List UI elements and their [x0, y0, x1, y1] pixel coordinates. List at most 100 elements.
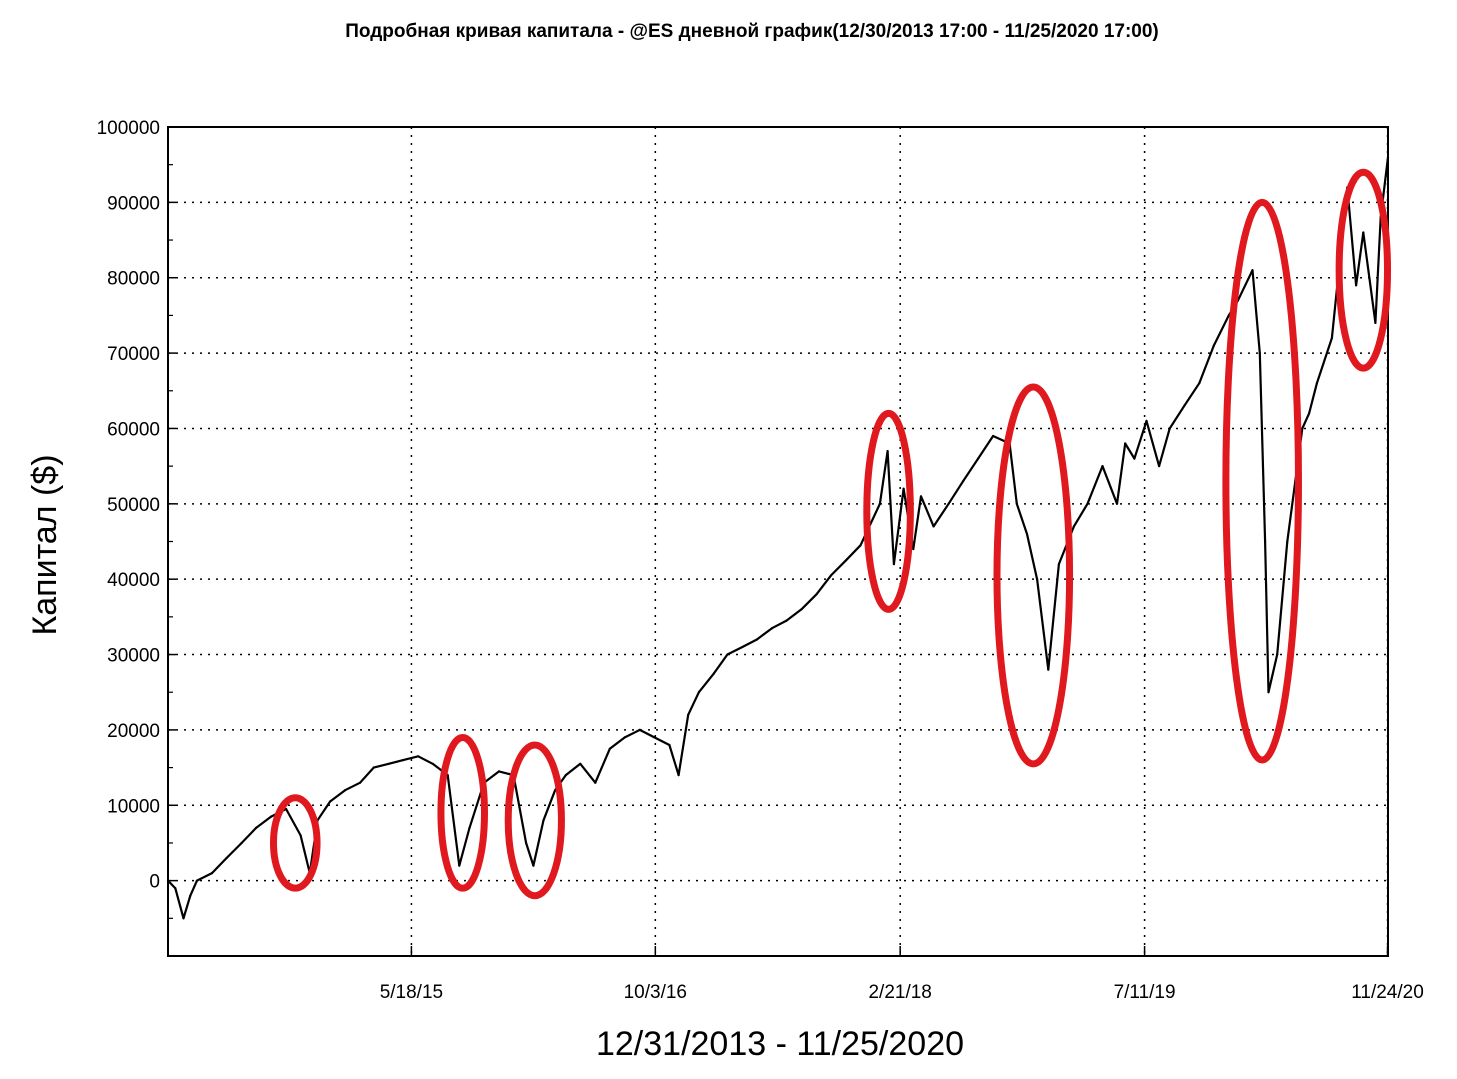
- equity-point: [992, 434, 995, 438]
- y-tick-label: 70000: [107, 344, 160, 365]
- equity-point: [1267, 691, 1270, 694]
- equity-point: [1072, 525, 1075, 528]
- x-tick-label: 10/3/16: [624, 982, 687, 1003]
- equity-point: [1183, 404, 1186, 407]
- equity-point: [1374, 321, 1377, 324]
- equity-point: [815, 593, 818, 596]
- equity-point: [1198, 382, 1201, 385]
- equity-point: [1258, 352, 1261, 355]
- equity-point: [372, 766, 375, 769]
- equity-point: [1158, 465, 1161, 468]
- equity-point: [892, 563, 896, 566]
- equity-point: [932, 525, 935, 528]
- equity-point: [712, 672, 716, 675]
- y-tick-label: 80000: [107, 269, 160, 290]
- drawdown-highlight-ellipse: [504, 741, 565, 900]
- equity-point: [1227, 314, 1230, 317]
- y-tick-label: 60000: [107, 419, 160, 440]
- x-tick-label: 2/21/18: [868, 982, 931, 1003]
- drawdown-highlight-ellipse: [437, 733, 488, 892]
- equity-point: [919, 495, 923, 498]
- equity-point: [1264, 540, 1267, 543]
- chart-title: Подробная кривая капитала - @ES дневной …: [345, 21, 1159, 42]
- equity-point: [166, 879, 170, 882]
- equity-point: [1301, 427, 1304, 430]
- equity-point: [195, 879, 199, 882]
- equity-point: [653, 736, 656, 739]
- equity-point: [182, 917, 185, 920]
- equity-point: [1025, 532, 1029, 536]
- equity-point: [1015, 502, 1018, 505]
- equity-point: [844, 559, 848, 562]
- equity-point: [225, 856, 228, 860]
- equity-point: [255, 826, 258, 830]
- equity-point: [623, 736, 626, 739]
- equity-point: [1115, 502, 1119, 505]
- equity-point: [1168, 427, 1171, 430]
- equity-point: [525, 841, 528, 845]
- equity-point: [285, 807, 288, 811]
- x-tick-label: 7/11/19: [1114, 982, 1176, 1003]
- equity-point: [697, 691, 701, 694]
- y-tick-label: 50000: [107, 495, 160, 516]
- y-tick-label: 0: [149, 872, 160, 893]
- equity-point: [1036, 578, 1039, 581]
- equity-point: [800, 608, 803, 611]
- equity-point: [344, 789, 347, 792]
- equity-point: [755, 638, 759, 641]
- equity-point: [1286, 540, 1289, 543]
- y-tick-label: 40000: [107, 570, 160, 591]
- y-tick-label: 100000: [97, 118, 160, 139]
- equity-point: [829, 574, 833, 577]
- y-tick-label: 30000: [107, 646, 160, 667]
- equity-point: [210, 872, 214, 875]
- equity-point: [947, 502, 950, 505]
- equity-point: [174, 887, 177, 890]
- equity-point: [458, 864, 461, 867]
- equity-point: [1086, 502, 1089, 505]
- y-tick-label: 20000: [107, 721, 160, 742]
- drawdown-highlight-ellipse: [1222, 198, 1302, 764]
- equity-point: [1145, 419, 1148, 422]
- equity-point: [1212, 344, 1215, 347]
- grid-lines: [168, 126, 1389, 956]
- equity-point: [1355, 284, 1358, 287]
- equity-point: [912, 547, 915, 551]
- equity-point: [1251, 269, 1254, 272]
- x-tick-label: 5/18/15: [380, 982, 443, 1003]
- equity-point: [859, 544, 862, 547]
- equity-point: [189, 894, 192, 897]
- equity-point: [417, 755, 420, 758]
- equity-point: [431, 762, 434, 765]
- equity-point: [564, 774, 567, 777]
- equity-point: [1276, 653, 1279, 656]
- equity-point: [878, 502, 882, 505]
- equity-point: [1057, 563, 1060, 566]
- equity-point: [770, 627, 774, 630]
- equity-point: [687, 713, 690, 716]
- equity-point: [1386, 156, 1390, 159]
- equity-point: [668, 743, 671, 747]
- equity-point: [977, 457, 980, 460]
- drawdown-highlight-ellipse: [269, 794, 321, 892]
- equity-point: [329, 800, 332, 803]
- equity-point: [726, 653, 729, 656]
- equity-point: [270, 815, 273, 818]
- equity-point: [902, 487, 905, 490]
- equity-point: [1330, 336, 1333, 340]
- y-tick-label: 10000: [107, 796, 160, 817]
- plot-frame: [167, 126, 1389, 957]
- axes: [167, 126, 1389, 957]
- equity-point: [785, 619, 788, 622]
- equity-point: [1047, 668, 1050, 671]
- equity-point: [299, 834, 302, 837]
- equity-point: [387, 762, 390, 765]
- y-axis-label: Капитал ($): [26, 454, 64, 635]
- equity-point: [468, 826, 471, 830]
- equity-line: [167, 156, 1390, 920]
- equity-point: [1308, 412, 1311, 415]
- equity-point: [608, 747, 611, 750]
- x-axis-label: 12/31/2013 - 11/25/2020: [596, 1025, 964, 1063]
- equity-point: [1124, 442, 1127, 445]
- equity-point: [497, 770, 501, 773]
